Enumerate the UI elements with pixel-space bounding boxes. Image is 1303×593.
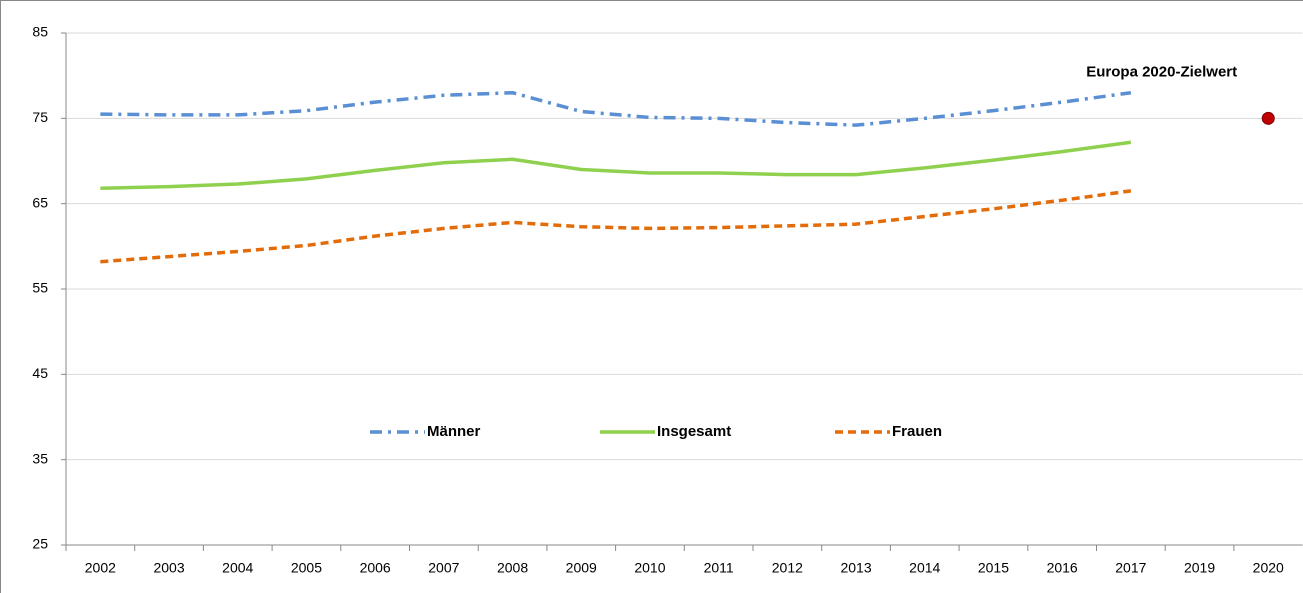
- x-tick-label: 2013: [840, 560, 871, 576]
- x-tick-label: 2012: [772, 560, 803, 576]
- x-tick-label: 2008: [497, 560, 528, 576]
- x-tick-label: 2020: [1253, 560, 1284, 576]
- x-tick-label: 2011: [704, 560, 734, 576]
- x-tick-label: 2002: [85, 560, 116, 576]
- target-point: [1261, 111, 1275, 125]
- y-tick-label: 35: [32, 450, 48, 466]
- y-tick-label: 55: [32, 280, 48, 296]
- y-tick-label: 25: [32, 536, 48, 552]
- series-line: [100, 189, 1132, 264]
- y-tick-label: 75: [32, 109, 48, 125]
- y-tick-label: 45: [32, 365, 48, 381]
- x-tick-label: 2004: [222, 560, 253, 576]
- x-tick-label: 2007: [428, 560, 459, 576]
- x-tick-label: 2006: [360, 560, 391, 576]
- legend-label: Insgesamt: [657, 423, 731, 440]
- legend-label: Frauen: [892, 423, 942, 440]
- x-tick-label: 2010: [634, 560, 665, 576]
- series-line: [100, 140, 1132, 191]
- x-tick-label: 2005: [291, 560, 322, 576]
- x-tick-label: 2003: [153, 560, 184, 576]
- x-tick-label: 2017: [1115, 560, 1146, 576]
- x-tick-label: 2014: [909, 560, 940, 576]
- series-line: [100, 90, 1132, 127]
- x-tick-label: 2019: [1184, 560, 1215, 576]
- x-tick-label: 2009: [566, 560, 597, 576]
- x-tick-label: 2015: [978, 560, 1009, 576]
- legend-label: Männer: [427, 423, 481, 440]
- y-tick-label: 65: [32, 194, 48, 210]
- target-label: Europa 2020-Zielwert: [1086, 63, 1237, 80]
- x-tick-label: 2016: [1047, 560, 1078, 576]
- y-tick-label: 85: [32, 24, 48, 40]
